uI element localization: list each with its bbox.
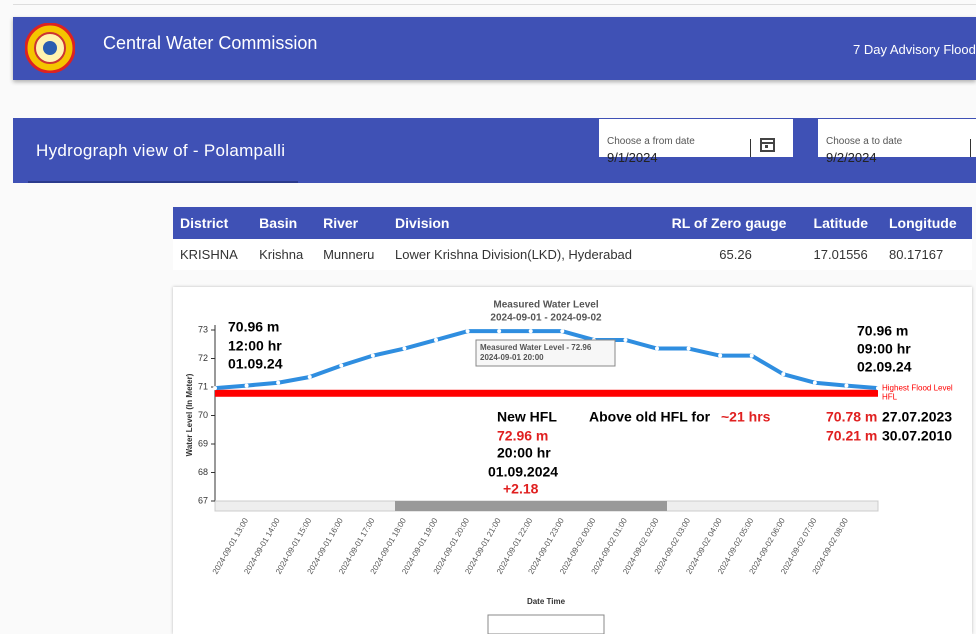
annotation: 12:00 hr	[228, 338, 282, 354]
cursor	[750, 139, 751, 157]
y-tick-label: 72	[198, 353, 208, 363]
nav-link[interactable]: 7 Day Advisory Flood	[853, 42, 976, 57]
y-tick-label: 69	[198, 438, 208, 448]
hfl-label: HFL	[882, 392, 898, 401]
annotation: 72.96 m	[497, 428, 548, 444]
scroll-thumb[interactable]	[395, 501, 667, 511]
tooltip-box	[475, 339, 616, 367]
header-row: District Basin River Division RL of Zero gau…	[173, 207, 972, 239]
column-header: River	[316, 207, 389, 239]
cursor	[970, 139, 971, 157]
data-point	[276, 380, 281, 385]
top-border	[13, 4, 976, 5]
tooltip-text: 2024-09-01 20:00	[480, 353, 544, 362]
column-header: Longitude	[881, 207, 972, 239]
annotation: Above old HFL for	[589, 409, 711, 425]
data-point	[781, 372, 786, 377]
data-point	[812, 380, 817, 385]
tooltip-text: Measured Water Level - 72.96	[480, 343, 592, 352]
column-header: District	[173, 207, 253, 239]
data-point	[465, 329, 470, 334]
from-date[interactable]: Choose a from date 9/1/2024	[599, 119, 793, 165]
logo	[25, 23, 75, 73]
data-point	[749, 353, 754, 358]
data-point	[528, 329, 533, 334]
data-point	[434, 337, 438, 342]
sub-header: Hydrograph view of - Polampalli Choose a…	[13, 118, 976, 183]
data-point	[686, 346, 691, 351]
annotation: ~21 hrs	[721, 409, 771, 425]
annotation: 01.09.24	[228, 356, 283, 372]
annotation: New HFL	[497, 409, 557, 425]
station-table: District Basin River Division RL of Zero gau…	[173, 207, 972, 270]
y-tick-label: 68	[198, 467, 208, 477]
annotation: 09:00 hr	[857, 341, 911, 357]
annotation: 70.78 m	[826, 409, 877, 425]
column-header: Latitude	[806, 207, 882, 239]
data-row: KRISHNA Krishna Munneru Lower Krishna Divis…	[173, 239, 972, 270]
input-label: Choose a to date	[826, 136, 903, 147]
cell: Munneru	[316, 239, 389, 270]
page-title: Hydrograph view of - Polampalli	[36, 141, 286, 160]
data-point	[655, 346, 659, 351]
column-header: Division	[388, 207, 665, 239]
y-tick-label: 73	[198, 324, 208, 334]
data-point	[623, 337, 628, 342]
data-point	[213, 386, 217, 391]
data-point	[244, 383, 249, 388]
data-point	[307, 375, 312, 380]
input-value: 9/2/2024	[826, 150, 877, 165]
column-header: RL of Zero gauge	[664, 207, 807, 239]
y-tick-label: 67	[198, 495, 208, 505]
annotation: 30.07.2010	[882, 428, 952, 444]
series-line	[214, 329, 879, 391]
y-axis-title: Water Level (In Meter)	[185, 373, 194, 456]
partial-box	[487, 614, 605, 634]
cell: 17.01556	[806, 239, 882, 270]
input-label: Choose a from date	[607, 136, 695, 147]
calendar-icon[interactable]	[759, 135, 777, 153]
data-point	[560, 329, 565, 334]
data-point	[339, 363, 344, 368]
annotation: +2.18	[503, 481, 539, 497]
cell: 65.26	[664, 239, 807, 270]
cell: KRISHNA	[173, 239, 253, 270]
y-tick-label: 70	[198, 410, 208, 420]
annotation: 20:00 hr	[497, 445, 551, 461]
annotation: 70.96 m	[228, 319, 279, 335]
app-header: Central Water Commission 7 Day Advisory …	[13, 17, 976, 80]
data-point	[718, 353, 723, 358]
hfl-line	[215, 389, 878, 397]
column-header: Basin	[252, 207, 317, 239]
input-value: 9/1/2024	[607, 150, 658, 165]
chart-title: Measured Water Level	[493, 300, 598, 311]
data-point	[876, 386, 880, 391]
cell: Lower Krishna Division(LKD), Hyderabad	[388, 239, 665, 270]
annotation: 02.09.24	[857, 359, 912, 375]
chart-subtitle: 2024-09-01 - 2024-09-02	[490, 313, 602, 324]
cell: Krishna	[252, 239, 317, 270]
x-tick-label: 2024-09-02 08:00	[811, 516, 851, 576]
annotation: 70.96 m	[857, 323, 908, 339]
data-point	[370, 353, 375, 358]
to-date[interactable]: Choose a to date 9/2/2024	[818, 119, 976, 165]
annotation: 70.21 m	[826, 428, 877, 444]
x-axis-title: Date Time	[527, 597, 566, 606]
y-tick-label: 71	[198, 381, 208, 391]
annotation: 01.09.2024	[488, 464, 558, 480]
hfl-label: Highest Flood Level	[882, 383, 953, 392]
data-point	[844, 383, 849, 388]
app-title: Central Water Commission	[103, 33, 318, 53]
underline	[28, 181, 298, 183]
data-point	[497, 329, 502, 334]
cell: 80.17167	[881, 239, 972, 270]
annotation: 27.07.2023	[882, 409, 952, 425]
data-point	[402, 346, 407, 351]
